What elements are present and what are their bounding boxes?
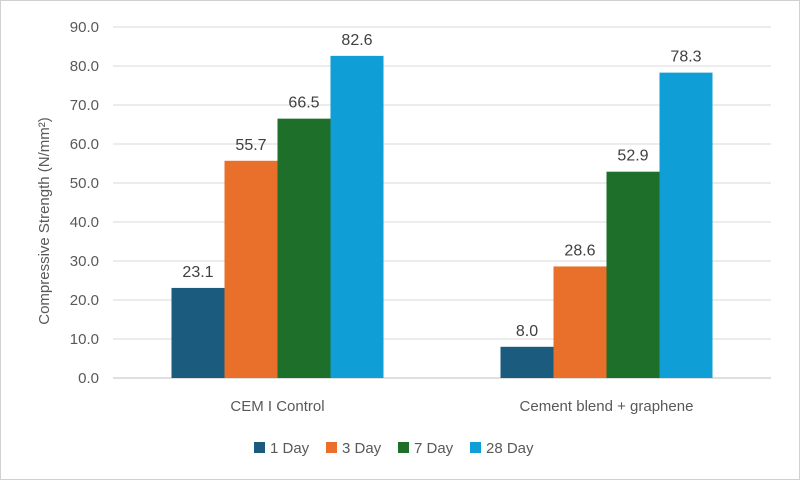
legend-label: 28 Day bbox=[486, 440, 534, 457]
category-labels: CEM I Control Cement blend + graphene bbox=[230, 398, 693, 415]
bar bbox=[277, 118, 331, 379]
data-label: 55.7 bbox=[235, 137, 266, 154]
legend-item: 3 Day bbox=[326, 440, 382, 457]
y-tick-label: 0.0 bbox=[78, 370, 99, 387]
legend-swatch bbox=[326, 442, 337, 453]
data-label: 52.9 bbox=[617, 148, 648, 165]
legend-swatch bbox=[254, 442, 265, 453]
y-tick-label: 30.0 bbox=[70, 253, 99, 270]
bar bbox=[500, 346, 554, 378]
y-tick-label: 50.0 bbox=[70, 175, 99, 192]
legend-label: 7 Day bbox=[414, 440, 454, 457]
legend-label: 3 Day bbox=[342, 440, 382, 457]
y-tick-label: 40.0 bbox=[70, 214, 99, 231]
data-labels: 23.1 55.7 66.5 82.6 8.0 28.6 52.9 78.3 bbox=[182, 32, 701, 340]
legend-item: 7 Day bbox=[398, 440, 454, 457]
y-tick-label: 80.0 bbox=[70, 58, 99, 75]
y-axis-label: Compressive Strength (N/mm²) bbox=[36, 117, 53, 325]
bar bbox=[224, 160, 278, 378]
bar bbox=[553, 266, 607, 378]
data-label: 78.3 bbox=[670, 49, 701, 66]
category-label: CEM I Control bbox=[230, 398, 324, 415]
y-tick-label: 90.0 bbox=[70, 19, 99, 36]
bar bbox=[330, 55, 384, 379]
legend-label: 1 Day bbox=[270, 440, 310, 457]
y-tick-labels: 0.0 10.0 20.0 30.0 40.0 50.0 60.0 70.0 80.0 90.0 bbox=[70, 19, 99, 387]
y-tick-label: 70.0 bbox=[70, 97, 99, 114]
bar bbox=[659, 72, 713, 378]
y-tick-label: 60.0 bbox=[70, 136, 99, 153]
data-label: 8.0 bbox=[516, 323, 538, 340]
data-label: 23.1 bbox=[182, 264, 213, 281]
bar bbox=[171, 287, 225, 378]
data-label: 82.6 bbox=[341, 32, 372, 49]
bars bbox=[171, 55, 713, 379]
y-tick-label: 20.0 bbox=[70, 292, 99, 309]
data-label: 28.6 bbox=[564, 242, 595, 259]
data-label: 66.5 bbox=[288, 95, 319, 112]
legend: 1 Day 3 Day 7 Day 28 Day bbox=[254, 440, 534, 457]
legend-item: 1 Day bbox=[254, 440, 310, 457]
category-label: Cement blend + graphene bbox=[520, 398, 694, 415]
legend-item: 28 Day bbox=[470, 440, 534, 457]
y-tick-label: 10.0 bbox=[70, 331, 99, 348]
legend-swatch bbox=[398, 442, 409, 453]
legend-swatch bbox=[470, 442, 481, 453]
bar bbox=[606, 171, 660, 378]
